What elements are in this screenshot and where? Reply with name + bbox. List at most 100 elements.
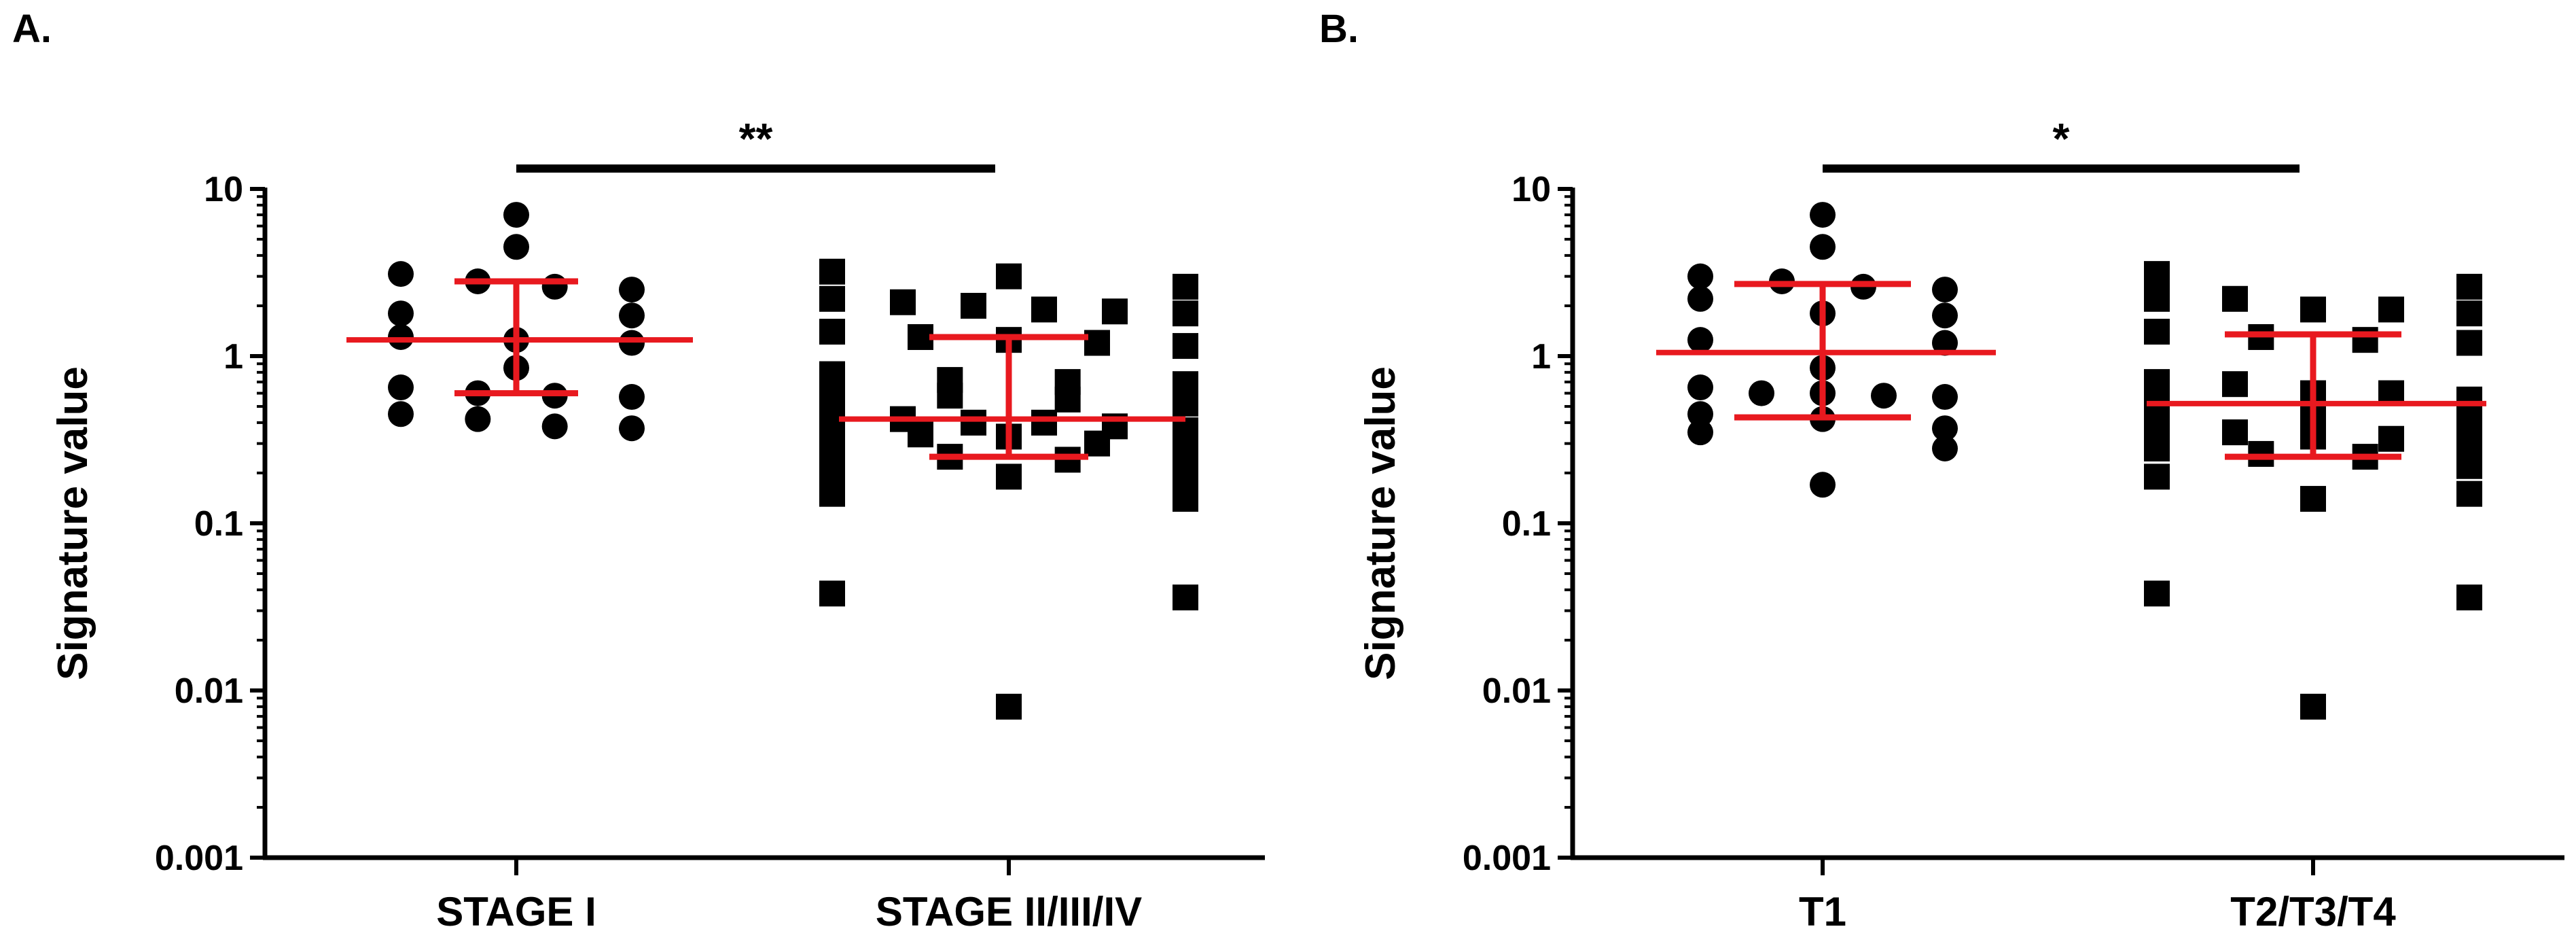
- data-point: [2456, 330, 2482, 356]
- data-point: [996, 463, 1022, 490]
- data-point: [1687, 419, 1713, 446]
- data-point: [388, 300, 414, 327]
- data-point: [1173, 486, 1198, 512]
- data-point: [541, 413, 568, 440]
- data-point: [2456, 584, 2482, 611]
- chart-panel: A. 10 1 0.1 0.01 0.001 Signature value STAGE I S…: [12, 7, 1265, 934]
- data-point: [1687, 401, 1713, 427]
- data-point: [1749, 380, 1774, 406]
- data-point: [1173, 584, 1198, 611]
- data-point: [2144, 580, 2170, 607]
- data-point: [388, 401, 414, 427]
- data-point: [819, 419, 845, 446]
- data-point: [1871, 383, 1897, 409]
- data-point: [1687, 327, 1713, 353]
- y-tick-label: 10: [1511, 170, 1551, 209]
- data-point: [541, 273, 568, 300]
- data-point: [2144, 413, 2170, 440]
- data-point: [2144, 463, 2170, 490]
- significance-label: **: [739, 114, 773, 163]
- data-point: [937, 383, 963, 409]
- data-point: [2456, 386, 2482, 413]
- data-point: [890, 289, 916, 315]
- x-category-label: STAGE I: [436, 889, 596, 934]
- data-point: [1173, 333, 1198, 360]
- panel-label: A.: [12, 7, 52, 51]
- data-point: [2144, 369, 2170, 396]
- data-point: [1084, 430, 1110, 457]
- data-point: [2222, 419, 2248, 446]
- data-point: [2222, 285, 2248, 312]
- y-tick-label: 0.001: [155, 839, 243, 878]
- data-point: [2144, 435, 2170, 461]
- y-tick-label: 1: [1531, 337, 1551, 376]
- data-point: [2456, 480, 2482, 507]
- data-point: [1687, 374, 1713, 401]
- data-point: [1173, 390, 1198, 417]
- data-point: [388, 374, 414, 401]
- data-point: [2222, 371, 2248, 398]
- data-point: [1932, 277, 1958, 303]
- data-point: [619, 384, 645, 410]
- chart-panel: B. 10 1 0.1 0.01 0.001 Signature value T1 T2/T3/…: [1319, 7, 2564, 934]
- data-point: [961, 292, 986, 319]
- data-point: [2378, 296, 2404, 323]
- data-point: [2352, 327, 2378, 353]
- x-category-label: STAGE II/III/IV: [876, 889, 1142, 934]
- data-point: [1173, 450, 1198, 476]
- data-point: [2300, 693, 2326, 720]
- data-point: [1054, 386, 1081, 413]
- data-point: [619, 302, 645, 329]
- data-point: [2456, 453, 2482, 479]
- data-point: [961, 409, 986, 436]
- data-point: [1173, 273, 1198, 300]
- y-tick-label: 0.1: [194, 504, 243, 544]
- data-point: [619, 415, 645, 442]
- y-tick-label: 0.01: [1482, 671, 1551, 711]
- data-point: [465, 406, 491, 432]
- y-tick-label: 1: [223, 337, 243, 376]
- data-point: [2456, 273, 2482, 300]
- data-point: [1932, 302, 1958, 329]
- data-point: [819, 285, 845, 312]
- y-axis-title: Signature value: [1357, 366, 1404, 680]
- data-point: [619, 330, 645, 356]
- data-point: [819, 480, 845, 507]
- data-point: [908, 323, 933, 350]
- data-point: [2300, 296, 2326, 323]
- data-point: [1102, 298, 1128, 325]
- data-point: [1031, 296, 1057, 323]
- data-point: [2456, 430, 2482, 457]
- x-category-label: T2/T3/T4: [2230, 889, 2396, 934]
- data-point: [503, 234, 529, 260]
- data-point: [819, 580, 845, 607]
- data-point: [388, 323, 414, 350]
- data-point: [1173, 300, 1198, 327]
- y-tick-label: 10: [204, 170, 243, 209]
- data-point: [819, 319, 845, 345]
- data-point: [2144, 285, 2170, 312]
- data-point: [1932, 435, 1958, 461]
- data-point: [1031, 409, 1057, 436]
- data-point: [819, 258, 845, 285]
- data-point: [1810, 472, 1836, 498]
- data-point: [996, 263, 1022, 290]
- data-point: [996, 693, 1022, 720]
- data-point: [1932, 330, 1958, 356]
- data-point: [2144, 261, 2170, 287]
- y-tick-label: 0.1: [1502, 504, 1551, 544]
- data-point: [1810, 202, 1836, 228]
- data-point: [388, 261, 414, 287]
- y-tick-label: 0.001: [1463, 839, 1551, 878]
- x-category-label: T1: [1799, 889, 1846, 934]
- data-point: [1932, 384, 1958, 410]
- data-point: [1084, 330, 1110, 356]
- data-point: [1687, 285, 1713, 312]
- data-point: [503, 202, 529, 228]
- data-point: [2144, 319, 2170, 345]
- data-point: [1810, 234, 1836, 260]
- data-point: [619, 277, 645, 303]
- y-axis-title: Signature value: [50, 366, 96, 680]
- data-point: [908, 421, 933, 448]
